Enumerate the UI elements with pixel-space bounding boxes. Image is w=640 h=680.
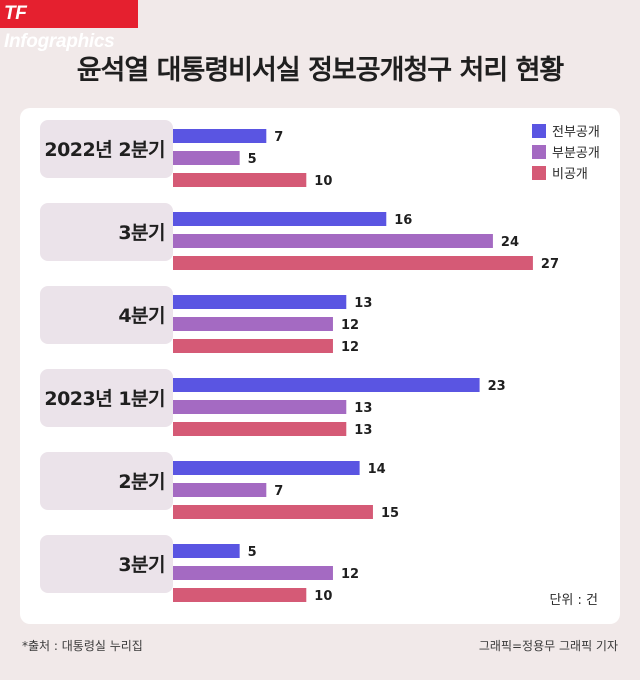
data-label: 12 [341, 340, 359, 355]
category-panel [40, 452, 173, 510]
data-label: 16 [394, 213, 412, 228]
data-label: 13 [354, 296, 372, 311]
bar-non [173, 173, 307, 187]
unit-label: 단위 : 건 [549, 593, 598, 608]
bar-non [173, 588, 307, 602]
bar-non [173, 339, 333, 353]
data-label: 15 [381, 506, 399, 521]
category-label: 2분기 [118, 471, 165, 493]
data-label: 13 [354, 401, 372, 416]
data-label: 10 [314, 174, 332, 189]
bar-partial [173, 151, 240, 165]
brand-logo: TF Infographics [0, 0, 138, 52]
bar-non [173, 422, 347, 436]
legend-label-partial: 부분공개 [552, 146, 600, 161]
bar-partial [173, 566, 333, 580]
bar-partial [173, 483, 267, 497]
data-label: 7 [274, 130, 283, 145]
bar-full [173, 544, 240, 558]
bar-full [173, 461, 360, 475]
legend-swatch-full [532, 123, 546, 138]
legend-item-full: 전부공개 [532, 120, 600, 141]
bar-full [173, 212, 387, 226]
bar-full [173, 129, 267, 143]
legend-label-non: 비공개 [552, 167, 588, 182]
data-label: 13 [354, 423, 372, 438]
data-label: 5 [248, 545, 257, 560]
data-label: 12 [341, 567, 359, 582]
data-label: 5 [248, 152, 257, 167]
chart-card: 2022년 2분기 7 5 10 3분기 16 24 27 4분기 13 12 12 2023년 1분기… [20, 108, 620, 624]
data-label: 10 [314, 589, 332, 604]
legend-swatch-partial [532, 144, 546, 159]
bar-non [173, 256, 533, 270]
source-note: *출처 : 대통령실 누리집 [22, 639, 143, 653]
category-panel [40, 535, 173, 593]
bar-partial [173, 317, 333, 331]
category-label: 2022년 2분기 [44, 139, 165, 161]
category-panel [40, 203, 173, 261]
bar-full [173, 295, 347, 309]
category-panel [40, 120, 173, 178]
legend-label-full: 전부공개 [552, 125, 600, 140]
category-label: 3분기 [118, 554, 165, 576]
bar-partial [173, 400, 347, 414]
bar-chart: 2022년 2분기 7 5 10 3분기 16 24 27 4분기 13 12 12 2023년 1분기… [40, 120, 559, 604]
category-panel [40, 369, 173, 427]
legend-item-partial: 부분공개 [532, 141, 600, 162]
page-title: 윤석열 대통령비서실 정보공개청구 처리 현황 [76, 55, 565, 86]
data-label: 27 [541, 257, 559, 272]
data-label: 24 [501, 235, 519, 250]
data-label: 12 [341, 318, 359, 333]
bar-full [173, 378, 480, 392]
bar-partial [173, 234, 493, 248]
category-label: 2023년 1분기 [44, 388, 165, 410]
data-label: 14 [368, 462, 386, 477]
chart-legend: 전부공개 부분공개 비공개 [532, 120, 600, 183]
category-label: 4분기 [118, 305, 165, 327]
legend-item-non: 비공개 [532, 162, 600, 183]
legend-swatch-non [532, 165, 546, 180]
category-label: 3분기 [118, 222, 165, 244]
data-label: 7 [274, 484, 283, 499]
data-label: 23 [488, 379, 506, 394]
graphic-credit: 그래픽=정용무 그래픽 기자 [478, 639, 618, 653]
category-panel [40, 286, 173, 344]
bar-non [173, 505, 373, 519]
